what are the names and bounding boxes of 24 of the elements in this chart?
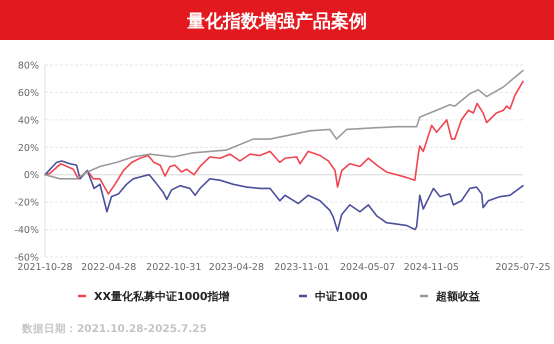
line-series (44, 80, 524, 195)
y-tick-label: 20% (18, 142, 39, 154)
legend-label: 中证1000 (315, 290, 368, 303)
x-tick-label: 2023-11-01 (274, 262, 330, 273)
chart-title: 量化指数增强产品案例 (186, 11, 367, 32)
y-tick-label: -20% (14, 198, 39, 209)
x-tick-label: 2024-05-07 (340, 262, 396, 273)
x-tick-label: 2023-04-28 (208, 262, 264, 273)
x-tick-label: 2021-10-28 (17, 262, 73, 273)
legend-label: 超额收益 (435, 290, 480, 303)
y-tick-label: -40% (14, 225, 39, 236)
y-tick-label: 0% (24, 170, 39, 182)
y-tick-label: 60% (18, 88, 39, 99)
x-tick-label: 2022-10-31 (146, 262, 202, 273)
text: 数据日期：2021.10.28-2025.7.25 (21, 322, 207, 335)
y-tick-label: 80% (18, 60, 39, 72)
line-series (44, 70, 524, 180)
y-tick-label: -60% (14, 252, 39, 264)
legend-label: XX量化私募中证1000指增 (94, 290, 230, 303)
x-tick-label: 2022-04-28 (81, 262, 136, 273)
y-tick-label: 40% (18, 115, 39, 126)
x-tick-label: 2024-11-05 (404, 262, 459, 273)
line-series (44, 160, 524, 232)
x-tick-label: 2025-07-25 (495, 262, 551, 273)
